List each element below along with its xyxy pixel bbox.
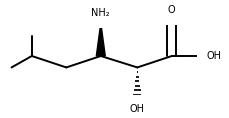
Text: O: O xyxy=(167,5,175,15)
Polygon shape xyxy=(96,23,105,56)
Text: OH: OH xyxy=(205,51,220,61)
Text: NH₂: NH₂ xyxy=(91,8,110,18)
Text: OH: OH xyxy=(129,104,144,114)
